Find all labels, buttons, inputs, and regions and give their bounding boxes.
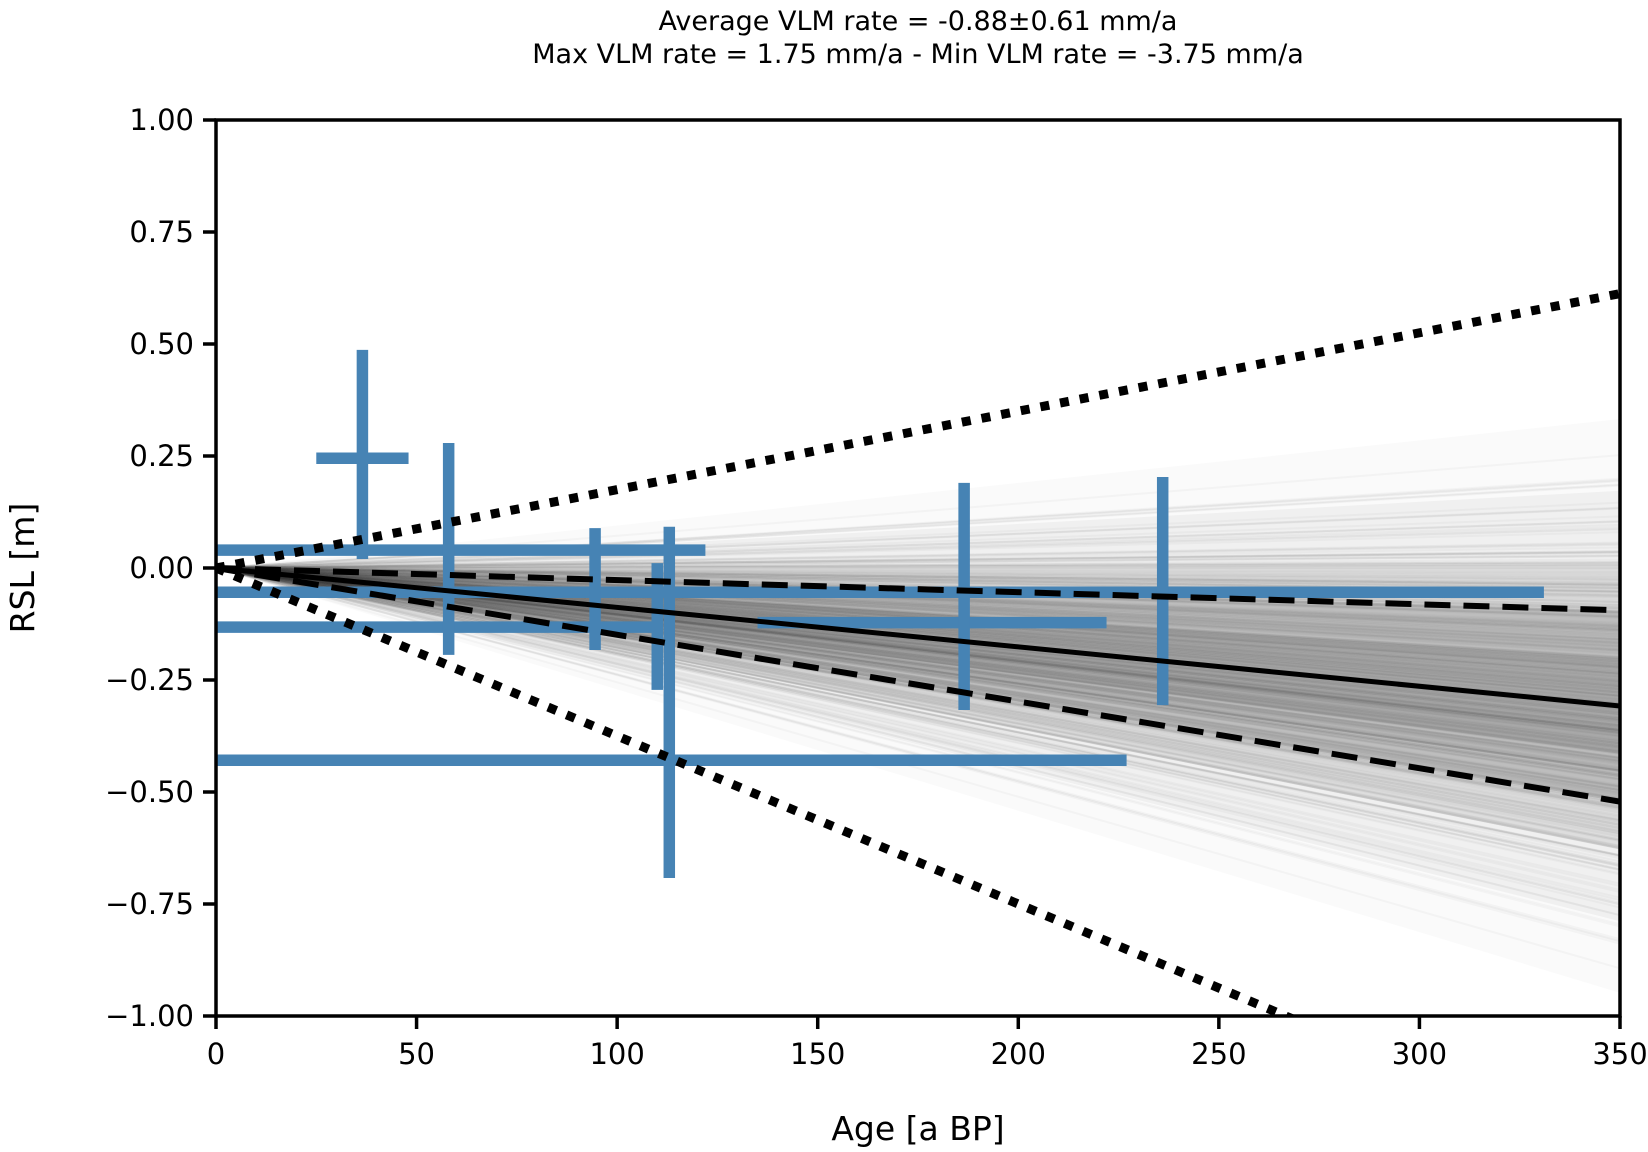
x-tick-label: 50	[398, 1037, 435, 1071]
vlm-upper-dashed-line	[216, 565, 1620, 614]
x-tick-label: 350	[1592, 1037, 1647, 1071]
chart-title-line-2: Max VLM rate = 1.75 mm/a - Min VLM rate …	[532, 39, 1304, 70]
y-tick-label: 0.00	[129, 551, 194, 585]
y-tick-label: 0.50	[129, 327, 194, 361]
x-tick-label: 250	[1191, 1037, 1246, 1071]
min-vlm-dotted-line	[216, 563, 1298, 1016]
x-tick-label: 0	[207, 1037, 225, 1071]
y-tick-label: 0.25	[129, 439, 194, 473]
y-tick-label: 0.75	[129, 215, 194, 249]
chart-title: Average VLM rate = -0.88±0.61 mm/a Max V…	[532, 5, 1303, 71]
ensemble-wedge	[216, 562, 1620, 850]
reference-lines	[216, 289, 1620, 1016]
x-tick-label: 200	[991, 1037, 1046, 1071]
x-tick-label: 100	[589, 1037, 644, 1071]
x-tick-label: 150	[790, 1037, 845, 1071]
mean-vlm-line	[216, 565, 1620, 709]
y-tick-label: −0.25	[105, 663, 194, 697]
index-points	[216, 349, 1544, 879]
y-axis-label: RSL [m]	[3, 503, 42, 634]
ensemble-wedge	[216, 568, 1620, 754]
y-tick-label: −0.50	[105, 775, 194, 809]
y-tick-label: 1.00	[129, 103, 194, 137]
axes: 0 50 100 150 200 250 300 350 1.00 0.75 0.50 0.25 0.0…	[105, 103, 1648, 1071]
y-tick-label: −0.75	[105, 887, 194, 921]
x-axis-label: Age [a BP]	[831, 1109, 1004, 1148]
y-tick-label: −1.00	[105, 999, 194, 1033]
vlm-lower-dashed-line	[216, 565, 1620, 805]
chart-title-line-1: Average VLM rate = -0.88±0.61 mm/a	[658, 6, 1178, 37]
x-tick-label: 300	[1392, 1037, 1447, 1071]
